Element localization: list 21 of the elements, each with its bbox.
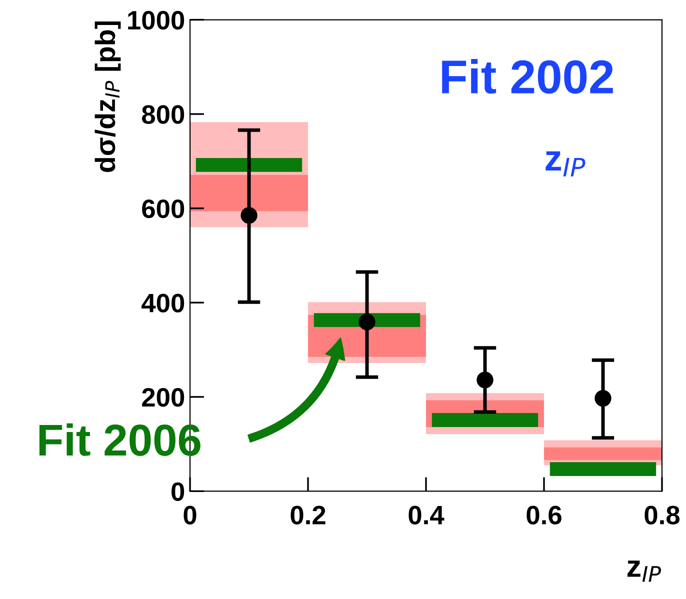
y-tick-label: 1000: [128, 10, 184, 30]
annotation: z$_{IP}$: [546, 151, 586, 176]
y-tick-label: 0: [172, 482, 184, 501]
point: [358, 314, 376, 330]
y-tick-label: 400: [142, 294, 184, 312]
y-tick-label: 600: [142, 199, 184, 218]
x-tick-label: 0.8: [644, 506, 680, 524]
point: [476, 372, 494, 388]
y-tick-label: 800: [142, 105, 184, 124]
y-tick-label: 200: [142, 388, 184, 407]
x-tick-label: 0.2: [290, 506, 326, 524]
bar: [190, 174, 308, 212]
x-tick-label: 0.4: [408, 506, 444, 524]
x-axis-title: z$_{IP}$: [627, 560, 661, 582]
y-axis-title: dσ/dz$_{IP}$ [pb]: [94, 21, 121, 172]
annotation: Fit 2002: [442, 59, 613, 94]
bar: [544, 447, 662, 460]
x-tick-label: 0.6: [526, 506, 562, 524]
point: [240, 207, 258, 224]
x-tick-label: 0: [184, 506, 196, 524]
point: [594, 390, 612, 407]
